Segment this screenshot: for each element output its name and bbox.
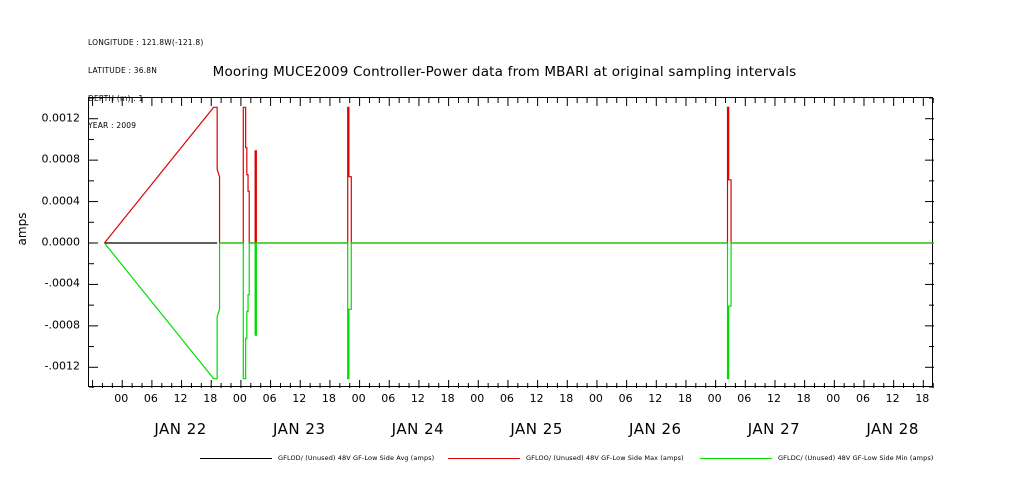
series-line-1 bbox=[103, 106, 934, 244]
x-hour-label: 18 bbox=[440, 392, 455, 405]
x-hour-label: 12 bbox=[173, 392, 188, 405]
y-tick-label: -.0012 bbox=[44, 359, 80, 373]
x-hour-label: 18 bbox=[559, 392, 574, 405]
y-tick-label: -.0004 bbox=[44, 276, 80, 290]
legend-line-swatch bbox=[700, 457, 772, 459]
x-hour-label: 06 bbox=[499, 392, 514, 405]
legend-label: GFLOD/ (Unused) 48V GF-Low Side Avg (amp… bbox=[278, 454, 435, 462]
station-metadata: LONGITUDE : 121.8W(-121.8) LATITUDE : 36… bbox=[88, 20, 203, 140]
legend-item: GFLOO/ (Unused) 48V GF-Low Side Max (amp… bbox=[448, 450, 684, 466]
y-tick-label: -.0008 bbox=[44, 318, 80, 332]
legend-line-swatch bbox=[448, 457, 520, 459]
longitude-text: LONGITUDE : 121.8W(-121.8) bbox=[88, 38, 204, 48]
legend-item: GFLDC/ (Unused) 48V GF-Low Side Min (amp… bbox=[700, 450, 933, 466]
depth-text: DEPTH (m) : 1 bbox=[88, 93, 144, 103]
axis-ticks bbox=[89, 98, 934, 388]
x-hour-label: 06 bbox=[618, 392, 633, 405]
legend-label: GFLOO/ (Unused) 48V GF-Low Side Max (amp… bbox=[526, 454, 684, 462]
latitude-text: LATITUDE : 36.8N bbox=[88, 66, 158, 76]
x-day-label: JAN 25 bbox=[510, 420, 563, 438]
x-day-label: JAN 22 bbox=[154, 420, 207, 438]
plot-frame bbox=[88, 97, 934, 388]
x-hour-label: 06 bbox=[855, 392, 870, 405]
legend-line-swatch bbox=[200, 457, 272, 459]
x-hour-label: 12 bbox=[529, 392, 544, 405]
plot-canvas bbox=[89, 98, 934, 388]
x-hour-label: 18 bbox=[915, 392, 930, 405]
series-line-2 bbox=[103, 242, 934, 380]
x-hour-label: 06 bbox=[262, 392, 277, 405]
x-hour-label: 12 bbox=[885, 392, 900, 405]
y-tick-label: 0.0000 bbox=[41, 235, 81, 249]
x-hour-label: 18 bbox=[203, 392, 218, 405]
chart-title: Mooring MUCE2009 Controller-Power data f… bbox=[212, 64, 797, 80]
x-day-label: JAN 23 bbox=[273, 420, 326, 438]
chart-legend: GFLOD/ (Unused) 48V GF-Low Side Avg (amp… bbox=[0, 450, 1009, 470]
y-tick-label: 0.0008 bbox=[41, 152, 81, 166]
x-hour-label: 06 bbox=[381, 392, 396, 405]
x-hour-label: 18 bbox=[677, 392, 692, 405]
x-hour-label: 00 bbox=[707, 392, 722, 405]
x-day-label: JAN 24 bbox=[391, 420, 445, 438]
x-hour-label: 12 bbox=[410, 392, 425, 405]
x-hour-label: 00 bbox=[232, 392, 247, 405]
y-axis-tick-labels: 0.0012 0.0008 0.0004 0.0000 -.0004 -.0008 -.00… bbox=[18, 97, 81, 387]
y-tick-label: 0.0004 bbox=[41, 194, 81, 208]
x-hour-label: 00 bbox=[588, 392, 603, 405]
legend-item: GFLOD/ (Unused) 48V GF-Low Side Avg (amp… bbox=[200, 450, 434, 466]
x-day-label: JAN 26 bbox=[629, 420, 682, 438]
x-hour-label: 12 bbox=[292, 392, 307, 405]
x-hour-label: 12 bbox=[766, 392, 781, 405]
x-day-label: JAN 27 bbox=[747, 420, 801, 438]
x-hour-label: 18 bbox=[796, 392, 811, 405]
x-hour-label: 06 bbox=[737, 392, 752, 405]
x-hour-label: 18 bbox=[321, 392, 336, 405]
x-hour-label: 00 bbox=[351, 392, 366, 405]
x-hour-label: 06 bbox=[143, 392, 158, 405]
x-hour-label: 12 bbox=[648, 392, 663, 405]
legend-label: GFLDC/ (Unused) 48V GF-Low Side Min (amp… bbox=[778, 454, 934, 462]
year-text: YEAR : 2009 bbox=[88, 121, 137, 131]
x-hour-label: 00 bbox=[826, 392, 841, 405]
y-tick-label: 0.0012 bbox=[41, 111, 81, 125]
x-day-label: JAN 28 bbox=[866, 420, 919, 438]
x-axis-hour-labels: 00 06 12 18 00 06 12 18 00 06 12 18 00 06 12 18 00 06 12 18… bbox=[88, 392, 933, 408]
x-hour-label: 00 bbox=[114, 392, 129, 405]
x-hour-label: 00 bbox=[470, 392, 485, 405]
x-axis-day-labels: JAN 22 JAN 23 JAN 24 JAN 25 JAN 26 JAN 27 JAN … bbox=[88, 420, 933, 440]
